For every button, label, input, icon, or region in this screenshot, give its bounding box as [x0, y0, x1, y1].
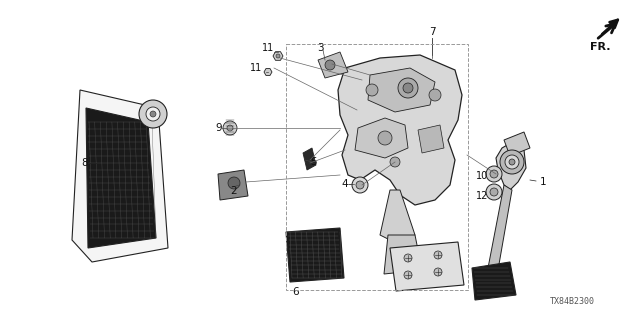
Polygon shape — [303, 148, 316, 170]
Polygon shape — [318, 52, 348, 78]
Circle shape — [505, 155, 519, 169]
Circle shape — [378, 131, 392, 145]
Circle shape — [500, 150, 524, 174]
Circle shape — [390, 157, 400, 167]
Circle shape — [434, 251, 442, 259]
Circle shape — [404, 254, 412, 262]
Circle shape — [366, 84, 378, 96]
Circle shape — [352, 177, 368, 193]
Text: FR.: FR. — [590, 42, 611, 52]
Polygon shape — [380, 190, 415, 240]
Polygon shape — [218, 170, 248, 200]
Polygon shape — [286, 228, 344, 282]
Polygon shape — [418, 125, 444, 153]
Text: 12: 12 — [476, 191, 488, 201]
Polygon shape — [338, 55, 462, 205]
Circle shape — [403, 83, 413, 93]
Polygon shape — [390, 242, 464, 291]
Circle shape — [486, 166, 502, 182]
Text: 1: 1 — [540, 177, 547, 187]
Text: 2: 2 — [230, 186, 237, 196]
Circle shape — [490, 170, 498, 178]
Polygon shape — [496, 140, 526, 190]
Circle shape — [228, 177, 240, 189]
Polygon shape — [488, 185, 512, 270]
Text: 4: 4 — [341, 179, 348, 189]
Text: 3: 3 — [317, 43, 323, 53]
Polygon shape — [264, 68, 272, 76]
Circle shape — [325, 60, 335, 70]
Circle shape — [490, 188, 498, 196]
Polygon shape — [355, 118, 408, 158]
Text: 5: 5 — [310, 157, 317, 167]
Polygon shape — [368, 68, 435, 112]
Circle shape — [276, 54, 280, 58]
Circle shape — [404, 271, 412, 279]
Circle shape — [150, 111, 156, 117]
Circle shape — [429, 89, 441, 101]
Circle shape — [227, 125, 233, 131]
Text: 10: 10 — [476, 171, 488, 181]
Text: TX84B2300: TX84B2300 — [550, 298, 595, 307]
Polygon shape — [86, 108, 156, 248]
Polygon shape — [273, 52, 283, 60]
Circle shape — [356, 181, 364, 189]
Circle shape — [509, 159, 515, 165]
Bar — [286, 44, 468, 290]
Text: 9: 9 — [216, 123, 222, 133]
Text: 6: 6 — [292, 287, 300, 297]
Circle shape — [139, 100, 167, 128]
Circle shape — [486, 184, 502, 200]
Text: 7: 7 — [429, 27, 435, 37]
Circle shape — [398, 78, 418, 98]
Text: 8: 8 — [81, 158, 88, 168]
Polygon shape — [472, 262, 516, 300]
Polygon shape — [384, 235, 422, 274]
Circle shape — [146, 107, 160, 121]
Polygon shape — [504, 132, 530, 156]
Text: 11: 11 — [262, 43, 274, 53]
Text: 11: 11 — [250, 63, 262, 73]
Circle shape — [223, 121, 237, 135]
Circle shape — [434, 268, 442, 276]
Polygon shape — [72, 90, 168, 262]
